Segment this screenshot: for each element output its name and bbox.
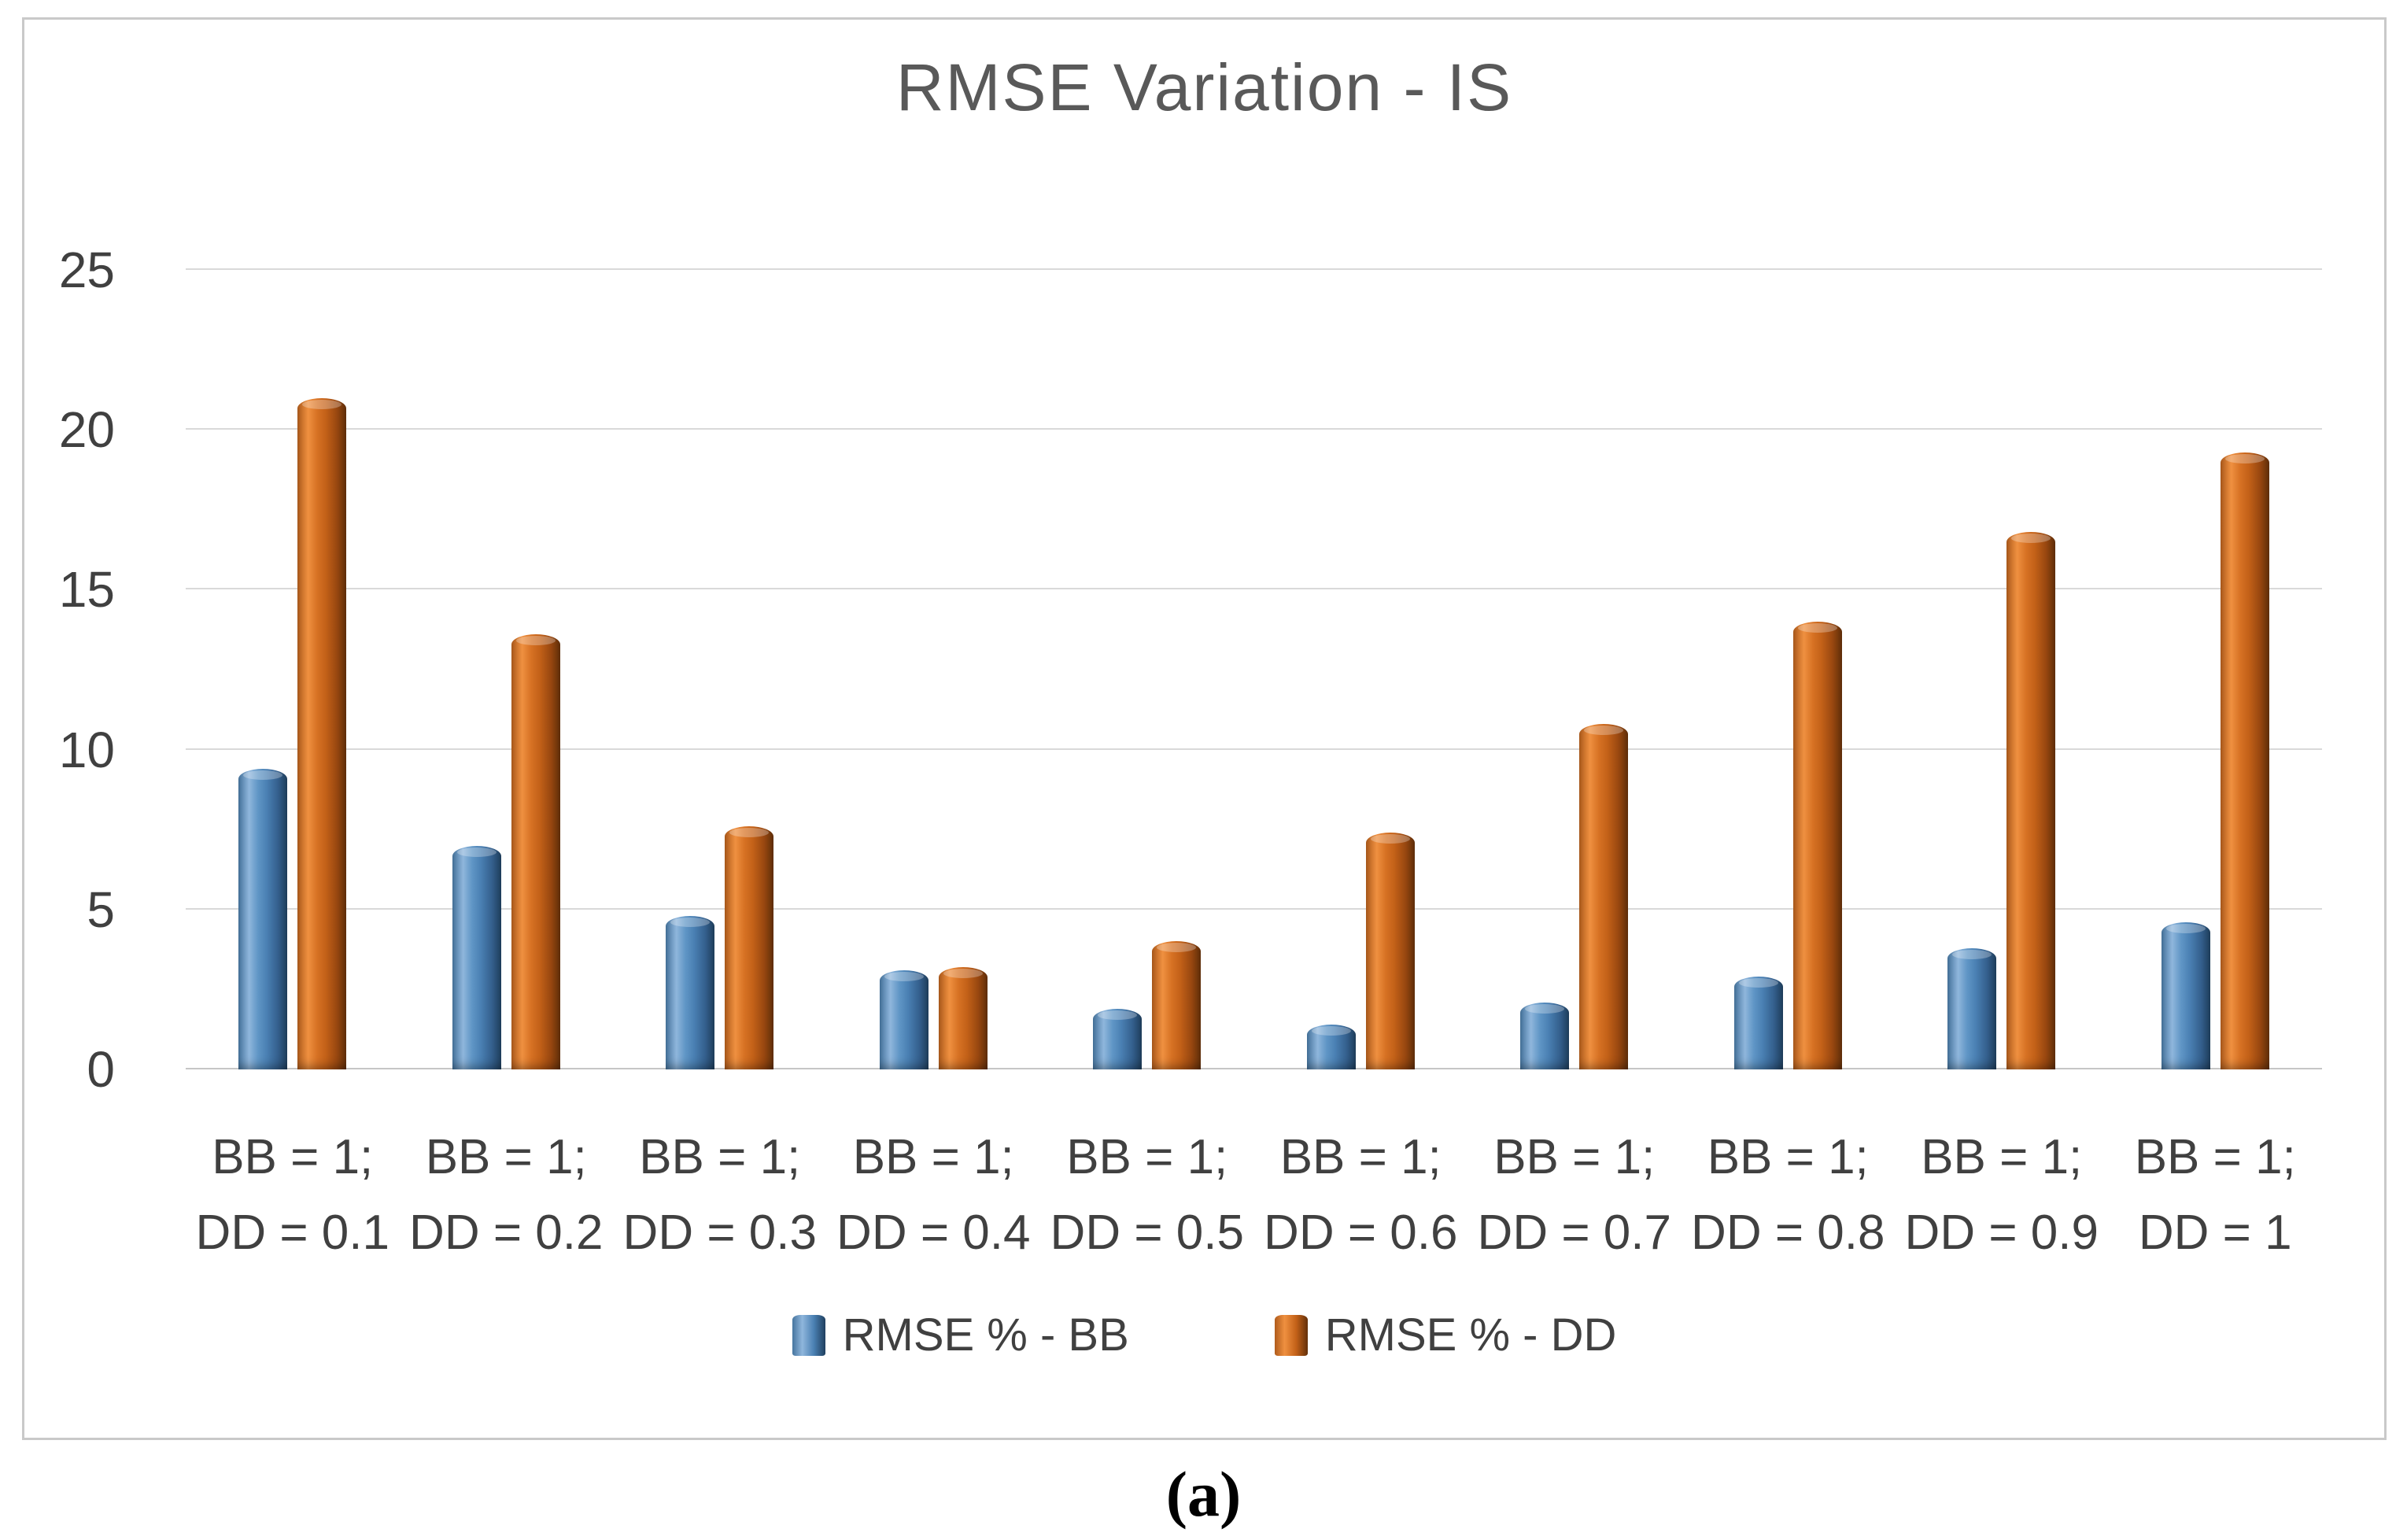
legend-item-bb: RMSE % - BB (792, 1309, 1129, 1361)
bar-bb (666, 915, 715, 1069)
bar-bb (1306, 1025, 1356, 1069)
gridline (186, 588, 2322, 590)
x-axis-category-label: BB = 1; DD = 0.7 (1477, 1130, 1671, 1261)
x-axis-category-label: BB = 1; DD = 0.1 (195, 1130, 389, 1261)
legend-label: RMSE % - DD (1324, 1309, 1617, 1361)
y-tick-label: 5 (87, 881, 115, 938)
bar-group (400, 270, 614, 1069)
chart-title: RMSE Variation - IS (895, 50, 1513, 124)
x-axis-category-label: BB = 1; DD = 0.9 (1904, 1130, 2099, 1261)
bar-group (1895, 270, 2109, 1069)
y-tick-label: 25 (58, 242, 115, 298)
bar-dd (1365, 833, 1415, 1069)
legend: RMSE % - BB RMSE % - DD (24, 1309, 2384, 1361)
legend-swatch-bb (792, 1314, 825, 1356)
chart-frame: RMSE Variation - IS 25 20 15 10 5 0 BB = 1; DD… (22, 17, 2387, 1440)
bar-group (186, 270, 400, 1069)
bar-dd (297, 397, 347, 1069)
bar-group (1254, 270, 1468, 1069)
bar-group (2109, 270, 2323, 1069)
y-tick-label: 10 (58, 721, 115, 778)
y-axis: 25 20 15 10 5 0 (24, 242, 150, 1098)
y-tick-label: 15 (58, 561, 115, 619)
subfigure-caption: (a) (1165, 1458, 1242, 1530)
bar-bb (879, 970, 928, 1069)
bar-group (827, 270, 1041, 1069)
x-axis-category-label: BB = 1; DD = 1 (2134, 1130, 2296, 1261)
bar-dd (1152, 941, 1202, 1069)
bar-bb (452, 845, 501, 1069)
x-axis-category-label: BB = 1; DD = 0.8 (1691, 1130, 1885, 1261)
gridline (186, 268, 2322, 270)
bar-dd (2220, 452, 2269, 1069)
bar-bb (1947, 947, 1997, 1069)
bar-bb (1093, 1008, 1143, 1069)
y-tick-label: 0 (87, 1041, 115, 1098)
legend-item-dd: RMSE % - DD (1274, 1309, 1617, 1361)
bar-group (1682, 270, 1896, 1069)
bars-row (186, 270, 2322, 1069)
bar-dd (938, 966, 988, 1069)
x-axis-labels: BB = 1; DD = 0.1 BB = 1; DD = 0.2 BB = 1; DD … (186, 1120, 2322, 1271)
legend-label: RMSE % - BB (842, 1309, 1129, 1361)
plot-area (186, 268, 2322, 1069)
bar-group (613, 270, 827, 1069)
x-axis-category-label: BB = 1; DD = 0.4 (836, 1130, 1031, 1261)
gridline (186, 428, 2322, 430)
legend-swatch-dd (1274, 1314, 1308, 1356)
gridline (186, 1068, 2322, 1069)
x-axis-category-label: BB = 1; DD = 0.3 (622, 1130, 817, 1261)
bar-bb (1520, 1002, 1570, 1069)
gridline (186, 907, 2322, 910)
gridline (186, 748, 2322, 750)
x-axis-category-label: BB = 1; DD = 0.5 (1050, 1130, 1244, 1261)
bar-bb (238, 768, 288, 1069)
bar-bb (1733, 977, 1783, 1069)
bar-dd (1579, 724, 1629, 1069)
bar-dd (1792, 622, 1842, 1069)
bar-bb (2161, 922, 2210, 1069)
bar-dd (725, 826, 774, 1069)
x-axis-category-label: BB = 1; DD = 0.2 (409, 1130, 604, 1261)
bar-group (1467, 270, 1682, 1069)
bar-dd (2006, 532, 2056, 1069)
bar-group (1040, 270, 1254, 1069)
bar-dd (511, 634, 560, 1069)
x-axis-category-label: BB = 1; DD = 0.6 (1264, 1130, 1458, 1261)
y-tick-label: 20 (58, 401, 115, 459)
